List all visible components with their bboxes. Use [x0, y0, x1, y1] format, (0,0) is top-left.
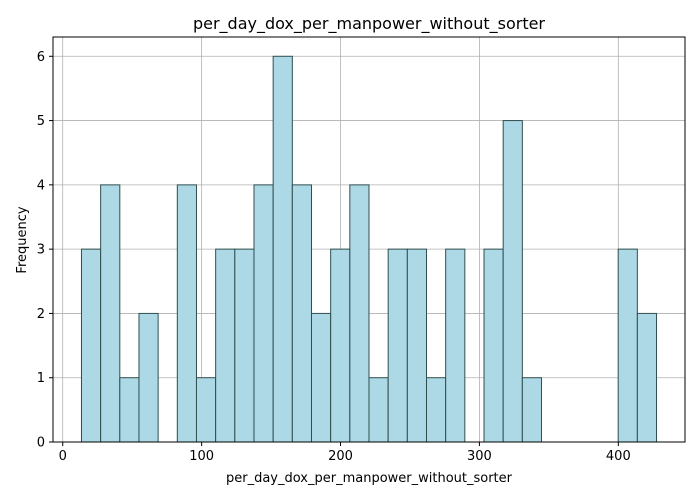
histogram-bar-23 [521, 377, 543, 443]
x-axis-ticks: 0 100 200 300 400 [59, 442, 631, 464]
histogram-bar-22 [502, 120, 523, 443]
histogram-bar-8 [234, 248, 255, 443]
x-tick-label-0: 0 [59, 449, 67, 464]
histogram-bar-9 [253, 184, 274, 443]
histogram-bar-19 [445, 248, 466, 443]
x-tick-label-3: 300 [467, 449, 492, 464]
y-tick-label-5: 5 [37, 114, 45, 129]
x-tick-label-4: 400 [606, 449, 631, 464]
y-axis-label: Frequency [15, 206, 30, 273]
y-tick-label-6: 6 [37, 50, 45, 65]
histogram-bar-15 [368, 377, 389, 443]
histogram-bar-16 [387, 248, 408, 443]
histogram-bar-0 [80, 248, 102, 443]
histogram-bar-13 [330, 248, 351, 443]
histogram-bar-2 [119, 377, 140, 443]
histogram-bar-6 [195, 377, 217, 443]
x-axis-label: per_day_dox_per_manpower_without_sorter [226, 471, 513, 486]
plot-frame [52, 36, 686, 443]
y-tick-label-1: 1 [37, 371, 45, 386]
histogram-bar-3 [138, 312, 159, 443]
histogram-bar-18 [426, 377, 447, 443]
histogram-bar-17 [406, 248, 428, 443]
y-tick-label-3: 3 [37, 243, 45, 258]
histogram-bar-21 [483, 248, 504, 443]
histogram-bar-10 [272, 55, 293, 443]
histogram-bar-28 [617, 248, 638, 443]
histogram-bar-7 [215, 248, 236, 443]
histogram-bar-12 [310, 312, 332, 443]
histogram-bar-5 [176, 184, 197, 443]
x-tick-label-1: 100 [189, 449, 214, 464]
y-tick-label-2: 2 [37, 307, 45, 322]
histogram-bar-11 [291, 184, 312, 443]
chart-title: per_day_dox_per_manpower_without_sorter [193, 14, 545, 34]
histogram-bar-1 [100, 184, 121, 443]
y-tick-label-4: 4 [37, 178, 45, 193]
histogram-bar-14 [349, 184, 370, 443]
x-tick-label-2: 200 [328, 449, 353, 464]
histogram-bars [80, 55, 658, 443]
y-tick-label-0: 0 [37, 436, 45, 451]
histogram-bar-29 [636, 312, 658, 443]
y-axis-ticks: 0 1 2 3 4 5 6 [37, 50, 53, 451]
